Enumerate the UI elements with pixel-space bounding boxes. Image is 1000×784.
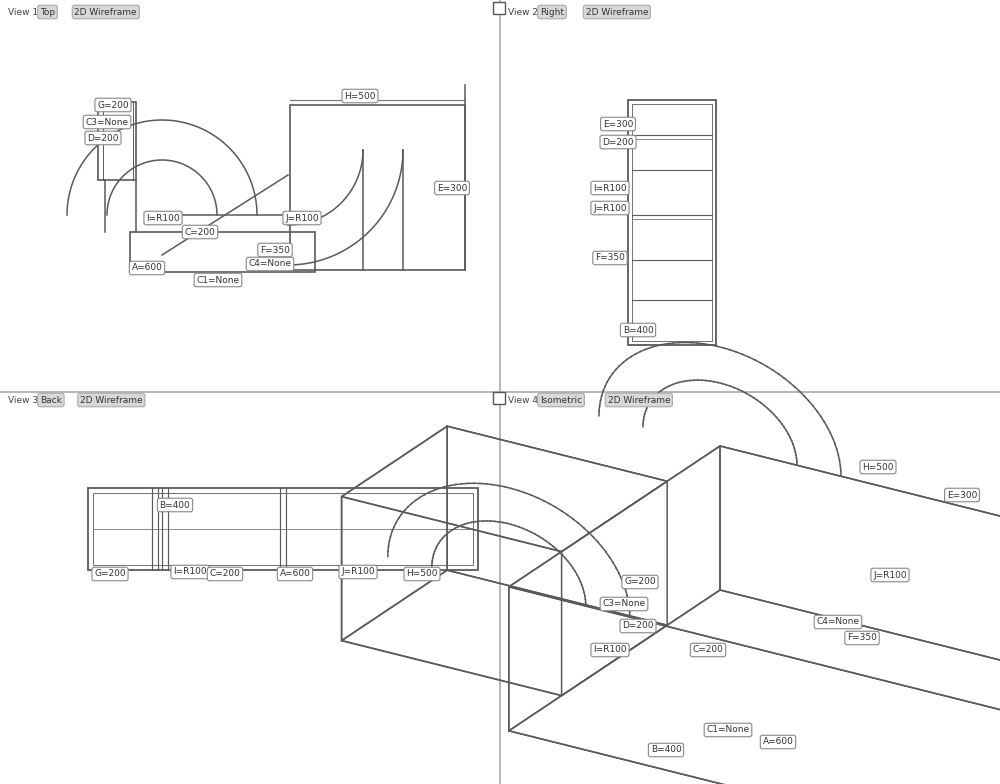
Text: 2D Wireframe: 2D Wireframe bbox=[608, 395, 670, 405]
Text: D=200: D=200 bbox=[622, 622, 654, 630]
Text: Top: Top bbox=[40, 8, 55, 16]
Text: View 1: View 1 bbox=[8, 8, 38, 16]
Text: B=400: B=400 bbox=[160, 500, 190, 510]
Text: C=200: C=200 bbox=[185, 227, 215, 237]
Bar bbox=[98, 102, 136, 180]
Text: 2D Wireframe: 2D Wireframe bbox=[586, 8, 648, 16]
Text: View 3: View 3 bbox=[8, 395, 38, 405]
Text: C=200: C=200 bbox=[693, 645, 723, 655]
Bar bbox=[290, 105, 465, 270]
Bar bbox=[493, 2, 505, 14]
Text: I=R100: I=R100 bbox=[593, 183, 627, 193]
Text: E=300: E=300 bbox=[947, 491, 977, 499]
Text: J=R100: J=R100 bbox=[285, 213, 319, 223]
Text: A=600: A=600 bbox=[763, 738, 793, 746]
Text: F=350: F=350 bbox=[260, 245, 290, 255]
Text: G=200: G=200 bbox=[624, 578, 656, 586]
Text: E=300: E=300 bbox=[603, 119, 633, 129]
Text: View 4: View 4 bbox=[508, 395, 538, 405]
Bar bbox=[493, 392, 505, 404]
Text: C=200: C=200 bbox=[210, 569, 240, 579]
Text: B=400: B=400 bbox=[651, 746, 681, 754]
Bar bbox=[130, 232, 315, 272]
Text: F=350: F=350 bbox=[595, 253, 625, 263]
Text: B=400: B=400 bbox=[623, 325, 653, 335]
Text: F=350: F=350 bbox=[847, 633, 877, 643]
Text: J=R100: J=R100 bbox=[873, 571, 907, 579]
Bar bbox=[93, 493, 473, 565]
Text: E=300: E=300 bbox=[437, 183, 467, 193]
Text: D=200: D=200 bbox=[87, 133, 119, 143]
Text: C1=None: C1=None bbox=[706, 725, 750, 735]
Text: Isometric: Isometric bbox=[540, 395, 582, 405]
Text: J=R100: J=R100 bbox=[341, 568, 375, 576]
Text: 2D Wireframe: 2D Wireframe bbox=[74, 8, 137, 16]
Text: I=R100: I=R100 bbox=[173, 568, 207, 576]
Text: Back: Back bbox=[40, 395, 62, 405]
Text: C3=None: C3=None bbox=[602, 600, 646, 608]
Text: C3=None: C3=None bbox=[85, 118, 129, 126]
Text: C4=None: C4=None bbox=[816, 618, 860, 626]
Text: I=R100: I=R100 bbox=[593, 645, 627, 655]
Text: G=200: G=200 bbox=[97, 100, 129, 110]
Text: A=600: A=600 bbox=[132, 263, 162, 273]
Text: C4=None: C4=None bbox=[248, 260, 292, 268]
Text: Right: Right bbox=[540, 8, 564, 16]
Text: View 2: View 2 bbox=[508, 8, 538, 16]
Text: D=200: D=200 bbox=[602, 137, 634, 147]
Text: H=500: H=500 bbox=[344, 92, 376, 100]
Text: H=500: H=500 bbox=[406, 569, 438, 579]
Text: I=R100: I=R100 bbox=[146, 213, 180, 223]
Text: G=200: G=200 bbox=[94, 569, 126, 579]
Text: 2D Wireframe: 2D Wireframe bbox=[80, 395, 143, 405]
Text: H=500: H=500 bbox=[862, 463, 894, 471]
Bar bbox=[632, 104, 712, 341]
Text: C1=None: C1=None bbox=[196, 275, 240, 285]
Text: J=R100: J=R100 bbox=[593, 204, 627, 212]
Bar bbox=[628, 100, 716, 345]
Text: A=600: A=600 bbox=[280, 569, 310, 579]
Bar bbox=[88, 488, 478, 570]
